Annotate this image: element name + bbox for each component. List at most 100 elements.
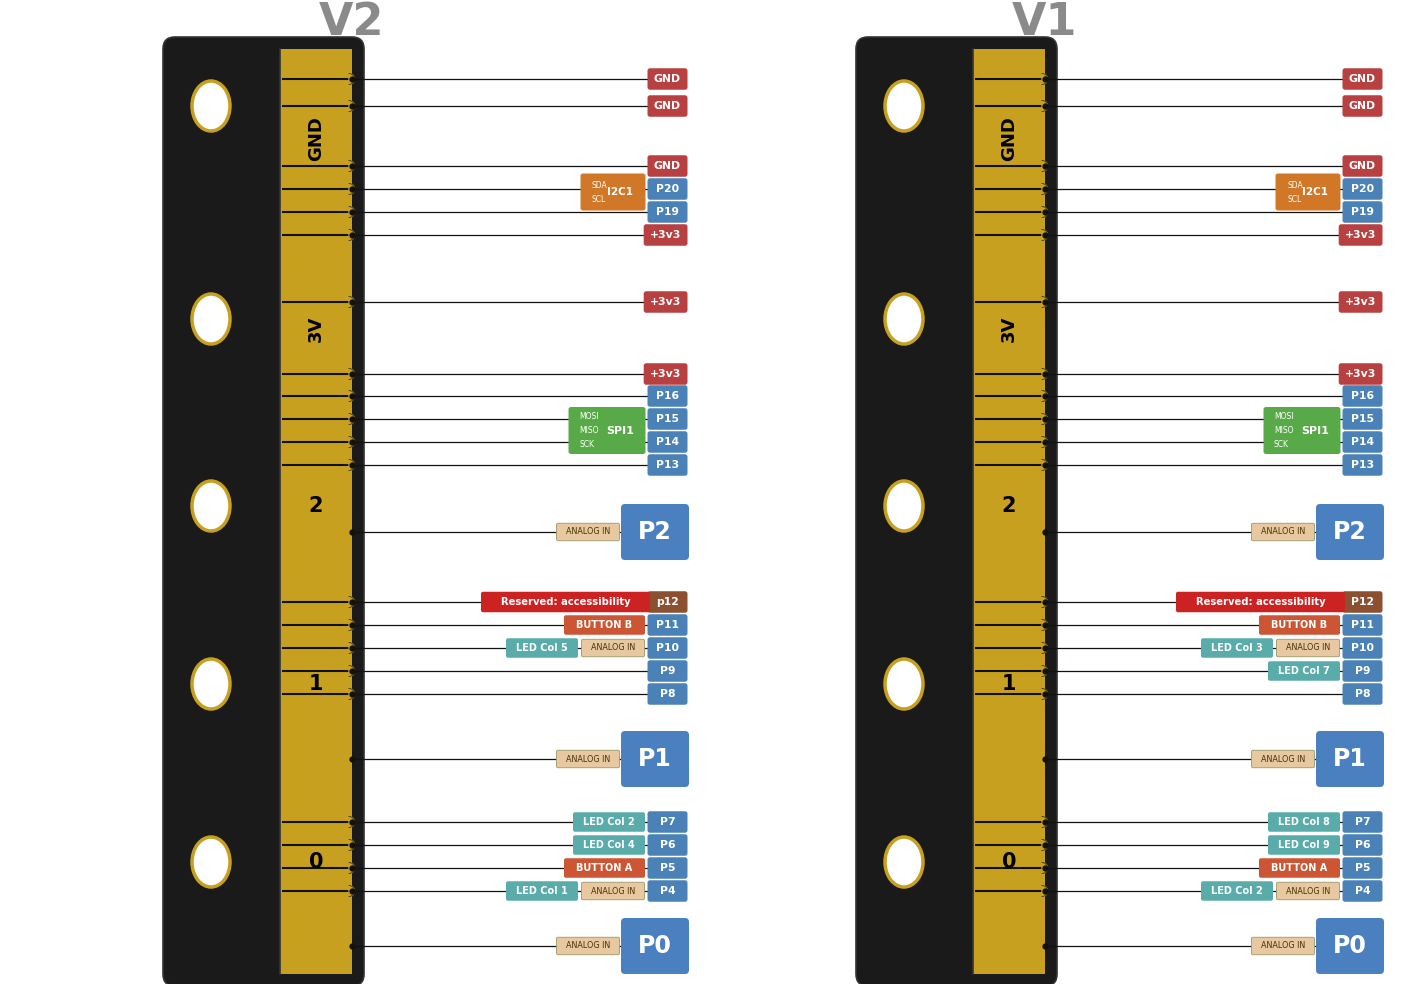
- FancyBboxPatch shape: [564, 858, 645, 878]
- FancyBboxPatch shape: [1343, 683, 1383, 705]
- FancyBboxPatch shape: [1339, 224, 1383, 246]
- Polygon shape: [349, 296, 355, 307]
- Text: MOSI: MOSI: [1274, 412, 1293, 421]
- Text: +3v3: +3v3: [649, 230, 681, 240]
- Text: 2: 2: [309, 496, 323, 516]
- Text: ANALOG IN: ANALOG IN: [1260, 942, 1306, 951]
- FancyBboxPatch shape: [1343, 95, 1383, 117]
- FancyBboxPatch shape: [1343, 811, 1383, 832]
- Text: P20: P20: [656, 184, 679, 194]
- Polygon shape: [1042, 160, 1048, 171]
- FancyBboxPatch shape: [648, 202, 688, 222]
- Polygon shape: [349, 839, 355, 850]
- Text: I2C1: I2C1: [607, 187, 634, 197]
- FancyBboxPatch shape: [648, 881, 688, 901]
- FancyBboxPatch shape: [1343, 881, 1383, 901]
- Text: P6: P6: [659, 840, 675, 850]
- FancyBboxPatch shape: [648, 455, 688, 475]
- Polygon shape: [1042, 296, 1048, 307]
- FancyBboxPatch shape: [572, 812, 645, 831]
- Text: P15: P15: [656, 414, 679, 424]
- FancyBboxPatch shape: [1259, 615, 1340, 635]
- Polygon shape: [349, 689, 355, 700]
- Text: V1: V1: [1012, 1, 1078, 43]
- FancyBboxPatch shape: [621, 731, 689, 787]
- Text: P12: P12: [1351, 597, 1374, 607]
- FancyBboxPatch shape: [648, 638, 688, 658]
- Polygon shape: [1042, 74, 1048, 85]
- FancyBboxPatch shape: [481, 591, 649, 612]
- FancyBboxPatch shape: [1252, 750, 1314, 768]
- Text: +3v3: +3v3: [649, 369, 681, 379]
- Text: LED Col 5: LED Col 5: [515, 643, 568, 653]
- FancyBboxPatch shape: [564, 615, 645, 635]
- Text: SCL: SCL: [592, 196, 607, 205]
- Polygon shape: [349, 100, 355, 111]
- Text: 2: 2: [1001, 496, 1017, 516]
- Text: P5: P5: [1354, 863, 1370, 873]
- Text: BUTTON A: BUTTON A: [577, 863, 632, 873]
- Polygon shape: [1042, 229, 1048, 240]
- FancyBboxPatch shape: [648, 683, 688, 705]
- Text: SPI1: SPI1: [607, 425, 634, 436]
- Polygon shape: [1042, 863, 1048, 874]
- Text: P13: P13: [656, 460, 679, 470]
- FancyBboxPatch shape: [644, 363, 688, 385]
- FancyBboxPatch shape: [1343, 614, 1383, 636]
- Text: LED Col 2: LED Col 2: [582, 817, 635, 827]
- Bar: [973, 49, 1045, 974]
- FancyBboxPatch shape: [1343, 202, 1383, 222]
- Text: LED Col 2: LED Col 2: [1212, 886, 1263, 896]
- FancyBboxPatch shape: [1200, 639, 1273, 657]
- Polygon shape: [349, 643, 355, 653]
- Polygon shape: [1042, 368, 1048, 380]
- Text: MOSI: MOSI: [580, 412, 598, 421]
- Text: P11: P11: [1351, 620, 1374, 630]
- Text: GND: GND: [308, 116, 325, 161]
- Ellipse shape: [884, 837, 923, 887]
- FancyBboxPatch shape: [557, 937, 619, 954]
- Text: SCK: SCK: [1274, 440, 1289, 449]
- Polygon shape: [349, 413, 355, 424]
- FancyBboxPatch shape: [1263, 407, 1340, 454]
- Text: 1: 1: [1001, 674, 1017, 694]
- Text: ANALOG IN: ANALOG IN: [1286, 887, 1330, 895]
- FancyBboxPatch shape: [644, 291, 688, 313]
- FancyBboxPatch shape: [1259, 858, 1340, 878]
- Polygon shape: [1042, 643, 1048, 653]
- Text: P9: P9: [1354, 666, 1370, 676]
- FancyBboxPatch shape: [644, 224, 688, 246]
- Polygon shape: [1042, 665, 1048, 677]
- FancyBboxPatch shape: [581, 640, 645, 656]
- Text: BUTTON A: BUTTON A: [1272, 863, 1327, 873]
- FancyBboxPatch shape: [1343, 834, 1383, 856]
- Ellipse shape: [884, 81, 923, 131]
- FancyBboxPatch shape: [1252, 937, 1314, 954]
- Text: ANALOG IN: ANALOG IN: [1286, 644, 1330, 652]
- Polygon shape: [1042, 413, 1048, 424]
- Text: LED Col 9: LED Col 9: [1279, 840, 1330, 850]
- FancyBboxPatch shape: [648, 386, 688, 406]
- FancyBboxPatch shape: [648, 660, 688, 682]
- Text: 1: 1: [309, 674, 323, 694]
- FancyBboxPatch shape: [1343, 408, 1383, 430]
- Text: P11: P11: [656, 620, 679, 630]
- FancyBboxPatch shape: [1343, 591, 1383, 613]
- Text: P1: P1: [638, 747, 672, 771]
- FancyBboxPatch shape: [648, 614, 688, 636]
- Text: LED Col 3: LED Col 3: [1212, 643, 1263, 653]
- Text: P16: P16: [656, 391, 679, 401]
- FancyBboxPatch shape: [648, 834, 688, 856]
- Polygon shape: [1042, 183, 1048, 195]
- Ellipse shape: [192, 81, 231, 131]
- Polygon shape: [349, 620, 355, 631]
- Polygon shape: [349, 863, 355, 874]
- Text: P0: P0: [638, 934, 672, 958]
- Text: P10: P10: [1351, 643, 1374, 653]
- Ellipse shape: [192, 837, 231, 887]
- FancyBboxPatch shape: [1343, 155, 1383, 177]
- Text: 0: 0: [309, 852, 323, 872]
- Polygon shape: [349, 368, 355, 380]
- Text: SCK: SCK: [580, 440, 594, 449]
- FancyBboxPatch shape: [557, 523, 619, 541]
